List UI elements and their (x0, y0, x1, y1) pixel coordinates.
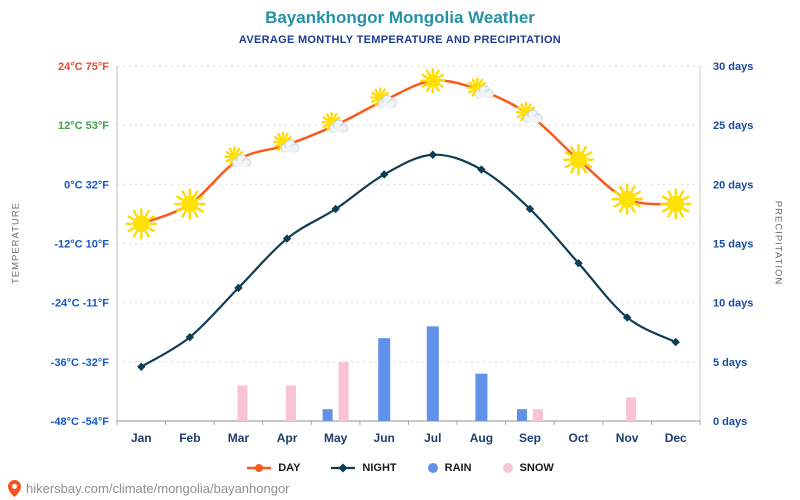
location-pin-icon (8, 480, 21, 497)
legend-label-rain: RAIN (444, 462, 472, 474)
sun-cloud-icon (370, 87, 397, 109)
night-marker (574, 259, 583, 268)
days-tick-label: 25 days (713, 120, 753, 132)
night-marker (477, 165, 486, 174)
night-legend-marker (331, 463, 356, 473)
temp-tick-label: -36°C -32°F (51, 357, 110, 369)
days-tick-label: 0 days (713, 416, 747, 428)
month-label: Aug (470, 431, 493, 445)
night-marker (525, 204, 535, 214)
month-label: Sep (519, 431, 541, 445)
night-marker (671, 337, 680, 347)
sun-icon (174, 188, 206, 220)
rain-bar (322, 409, 333, 421)
snow-bar (286, 385, 297, 421)
rain-legend-marker (427, 463, 438, 473)
month-label: Jan (131, 431, 152, 445)
night-marker (234, 283, 243, 293)
snow-bar (338, 361, 349, 421)
legend-label-day: DAY (278, 462, 301, 474)
sun-icon (125, 208, 157, 240)
rain-bar (378, 338, 391, 421)
legend-label-snow: SNOW (519, 462, 554, 474)
rain-bar (426, 326, 439, 421)
legend-label-night: NIGHT (362, 462, 397, 474)
sun-icon (660, 188, 692, 220)
sun-cloud-icon (467, 77, 494, 99)
rain-bar (475, 373, 488, 421)
legend-item-snow: SNOW (502, 462, 554, 474)
night-marker (282, 234, 292, 243)
days-tick-label: 20 days (713, 179, 753, 191)
night-marker (428, 150, 437, 159)
days-tick-label: 10 days (713, 298, 753, 310)
sun-icon (611, 183, 643, 215)
day-line (140, 79, 676, 225)
temp-tick-label: -24°C -11°F (51, 298, 109, 310)
snow-bar (626, 397, 637, 421)
sun-icon (420, 68, 446, 94)
page-title: Bayankhongor Mongolia Weather (265, 8, 535, 27)
month-label: May (324, 431, 348, 445)
sun-cloud-icon (515, 102, 543, 123)
night-marker (331, 204, 340, 214)
night-marker (380, 170, 389, 179)
rain-bar (516, 409, 527, 421)
temp-tick-label: 24°C 75°F (58, 61, 109, 73)
snow-bar (532, 409, 543, 421)
month-label: Oct (569, 431, 589, 445)
legend-item-night: NIGHT (330, 462, 397, 474)
temp-tick-label: 12°C 53°F (58, 120, 109, 132)
month-label: Nov (616, 431, 639, 445)
days-tick-label: 15 days (713, 239, 753, 251)
day-legend-marker (247, 464, 272, 472)
month-label: Jul (424, 431, 441, 445)
sun-cloud-icon (321, 111, 349, 133)
month-label: Jun (374, 431, 395, 445)
legend: DAY NIGHT RAIN SNOW (0, 462, 800, 474)
legend-item-day: DAY (246, 462, 300, 474)
temp-tick-label: 0°C 32°F (64, 179, 109, 191)
days-tick-label: 5 days (713, 357, 747, 369)
temp-tick-label: -12°C 10°F (54, 239, 109, 251)
sun-cloud-icon (224, 146, 251, 168)
month-label: Apr (277, 431, 298, 445)
night-line (140, 153, 677, 368)
snow-bar (237, 385, 248, 421)
month-label: Mar (228, 431, 250, 445)
legend-item-rain: RAIN (427, 462, 472, 474)
days-tick-label: 30 days (713, 61, 753, 73)
sun-cloud-icon (272, 131, 300, 153)
temp-tick-label: -48°C -54°F (51, 416, 110, 428)
footer-url: hikersbay.com/climate/mongolia/bayanhong… (26, 481, 290, 496)
month-label: Feb (179, 431, 200, 445)
night-marker (137, 362, 146, 371)
page-subtitle: AVERAGE MONTHLY TEMPERATURE AND PRECIPIT… (238, 34, 562, 46)
sun-icon (562, 143, 595, 176)
month-label: Dec (665, 431, 687, 445)
snow-legend-marker (502, 463, 513, 473)
night-marker (185, 332, 195, 342)
night-marker (622, 313, 632, 322)
footer: hikersbay.com/climate/mongolia/bayanhong… (8, 480, 290, 497)
